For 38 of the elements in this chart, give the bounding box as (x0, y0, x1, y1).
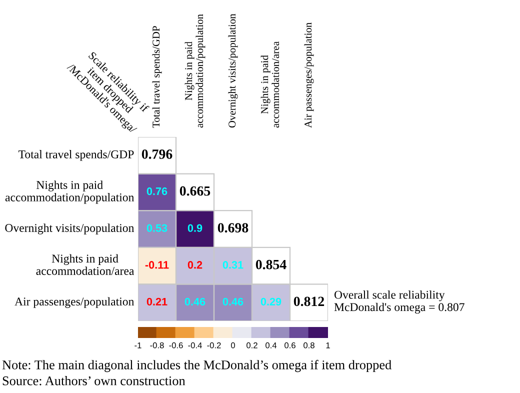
color-bar-label: 1 (326, 342, 330, 348)
color-bar-label: -0.2 (207, 342, 221, 348)
data-label: 0.46 (222, 298, 244, 306)
color-bar-label: -0.6 (169, 342, 183, 348)
color-bar-label: -0.4 (188, 342, 202, 348)
annotation: 0.812 (294, 296, 324, 306)
color-bar-label: 0 (231, 342, 235, 348)
data-label: -0.11 (145, 261, 169, 269)
source-note: Source: Authors’ own construction (2, 376, 186, 386)
color-bar-label: 0.8 (304, 342, 314, 348)
data-label: 0.53 (146, 224, 168, 232)
annotation: 0.796 (142, 150, 172, 159)
color-bar-label: -1 (134, 342, 142, 348)
data-label: 0.9 (188, 224, 202, 232)
x-tick-label: Air passenges/population (304, 22, 314, 128)
y-tick-label: Air passenges/population (14, 297, 134, 308)
y-tick-label: Overnight visits/population (5, 224, 134, 234)
color-bar-label: 0.6 (284, 342, 296, 348)
data-label: 0.21 (146, 298, 168, 306)
annotation: 0.854 (256, 260, 286, 270)
annotation: 0.665 (180, 186, 210, 196)
color-bar-label: 0.2 (246, 342, 258, 348)
data-label: 0.31 (222, 261, 244, 269)
data-label: 0.29 (260, 298, 282, 306)
color-bar-label: -0.8 (150, 342, 164, 348)
data-label: 0.46 (184, 298, 206, 306)
text: Note: The main diagonal includes the McDonald’s omega if item dropped (2, 360, 392, 372)
annotation: 0.698 (218, 223, 248, 233)
y-tick-label: Nights in paid accommodation/population (5, 180, 134, 204)
y-tick-label: Nights in paid accommodation/area (36, 254, 134, 275)
x-tick-label: Nights in paid accommodation/area (260, 41, 280, 128)
data-label: 0.76 (146, 187, 168, 196)
y-tick-label: Total travel spends/GDP (18, 150, 134, 161)
x-tick-label: Overnight visits/population (228, 14, 238, 128)
text: Overall scale reliability McDonald's omega = 0.807 (334, 290, 464, 314)
data-label: 0.2 (188, 261, 202, 269)
color-bar-label: 0.4 (266, 342, 277, 348)
x-tick-label: Nights in paid accommodation/population (184, 14, 206, 128)
